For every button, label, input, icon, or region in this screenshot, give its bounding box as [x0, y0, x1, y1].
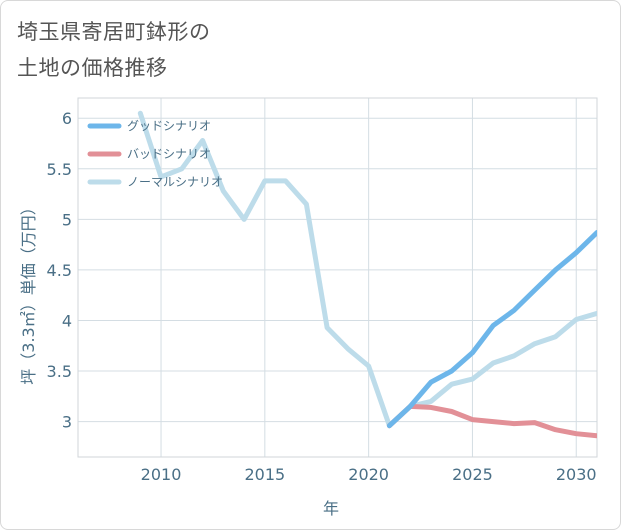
x-tick-label-2015: 2015 — [244, 465, 285, 484]
y-tick-label-6: 6 — [62, 109, 72, 128]
x-axis-label: 年 — [323, 499, 339, 518]
x-tick-label-2010: 2010 — [141, 465, 182, 484]
y-tick-label-2: 4 — [62, 311, 72, 330]
x-tick-label-2025: 2025 — [452, 465, 493, 484]
y-tick-label-5: 5.5 — [47, 160, 72, 179]
chart-title-line-2: 土地の価格推移 — [17, 56, 168, 80]
chart-title-line-1: 埼玉県寄居町鉢形の — [17, 20, 211, 44]
x-tick-label-2020: 2020 — [348, 465, 389, 484]
series-line-0 — [386, 230, 597, 429]
series-line-2 — [137, 110, 597, 429]
y-tick-label-1: 3.5 — [47, 362, 72, 381]
series-layer — [137, 110, 597, 439]
legend-label-2: ノーマルシナリオ — [127, 175, 223, 189]
chart-title: 埼玉県寄居町鉢形の 土地の価格推移 — [17, 14, 211, 86]
y-tick-label-0: 3 — [62, 413, 72, 432]
legend-label-0: グッドシナリオ — [127, 119, 211, 133]
x-tick-label-2030: 2030 — [556, 465, 597, 484]
grid — [78, 98, 597, 457]
y-axis-label: 坪（3.3㎡）単価（万円） — [19, 199, 38, 384]
series-line-1 — [386, 403, 597, 439]
y-tick-label-4: 5 — [62, 210, 72, 229]
tick-labels: 2010 2015 2020 2025 2030 3 3.5 4 4.5 5 5.5 6 — [47, 109, 597, 484]
legend-label-1: バッドシナリオ — [127, 147, 211, 161]
y-tick-label-3: 4.5 — [47, 261, 72, 280]
plot-border — [77, 97, 598, 458]
